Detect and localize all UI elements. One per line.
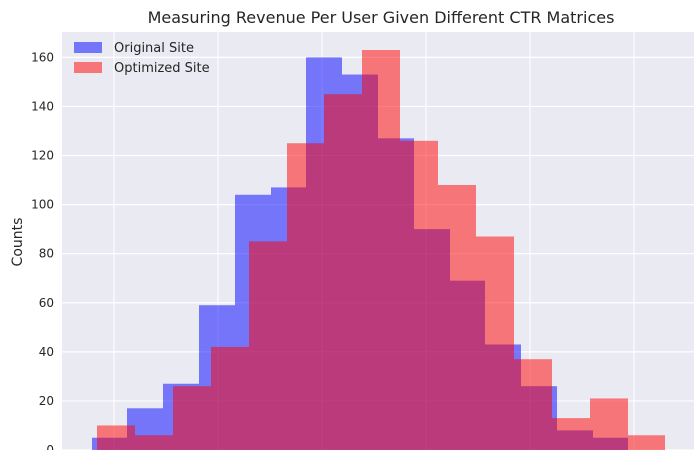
legend-label-original: Original Site bbox=[114, 41, 194, 56]
y-tick-labels: 0 20 40 60 80 100 120 140 160 bbox=[31, 50, 54, 450]
y-tick-label: 140 bbox=[31, 99, 54, 113]
y-tick-label: 120 bbox=[31, 149, 54, 163]
optimized-site-bar bbox=[438, 184, 476, 450]
y-tick-label: 80 bbox=[39, 247, 54, 261]
y-tick-label: 100 bbox=[31, 198, 54, 212]
y-tick-label: 60 bbox=[39, 296, 54, 310]
optimized-site-bar bbox=[476, 236, 514, 450]
y-tick-label: 20 bbox=[39, 394, 54, 408]
legend: Original Site Optimized Site bbox=[74, 41, 210, 76]
y-tick-label: 40 bbox=[39, 345, 54, 359]
optimized-site-bars bbox=[97, 49, 665, 450]
optimized-site-bar bbox=[135, 435, 173, 450]
optimized-site-bar bbox=[400, 140, 438, 450]
optimized-site-bar bbox=[97, 425, 135, 450]
y-tick-label: 160 bbox=[31, 50, 54, 64]
optimized-site-bar bbox=[287, 143, 324, 450]
chart-title: Measuring Revenue Per User Given Differe… bbox=[148, 8, 615, 27]
optimized-site-bar bbox=[362, 49, 400, 450]
optimized-site-bar bbox=[173, 386, 211, 450]
optimized-site-bar bbox=[552, 418, 590, 450]
optimized-site-bar bbox=[590, 398, 628, 450]
legend-swatch-original bbox=[74, 42, 102, 53]
legend-label-optimized: Optimized Site bbox=[114, 61, 210, 76]
optimized-site-bar bbox=[514, 359, 552, 450]
optimized-site-bar bbox=[249, 241, 287, 450]
optimized-site-bar bbox=[324, 94, 362, 450]
optimized-site-bar bbox=[211, 346, 249, 450]
optimized-site-bar bbox=[628, 435, 665, 450]
y-tick-label: 0 bbox=[46, 443, 54, 450]
legend-swatch-optimized bbox=[74, 62, 102, 73]
y-axis-label: Counts bbox=[10, 218, 26, 267]
